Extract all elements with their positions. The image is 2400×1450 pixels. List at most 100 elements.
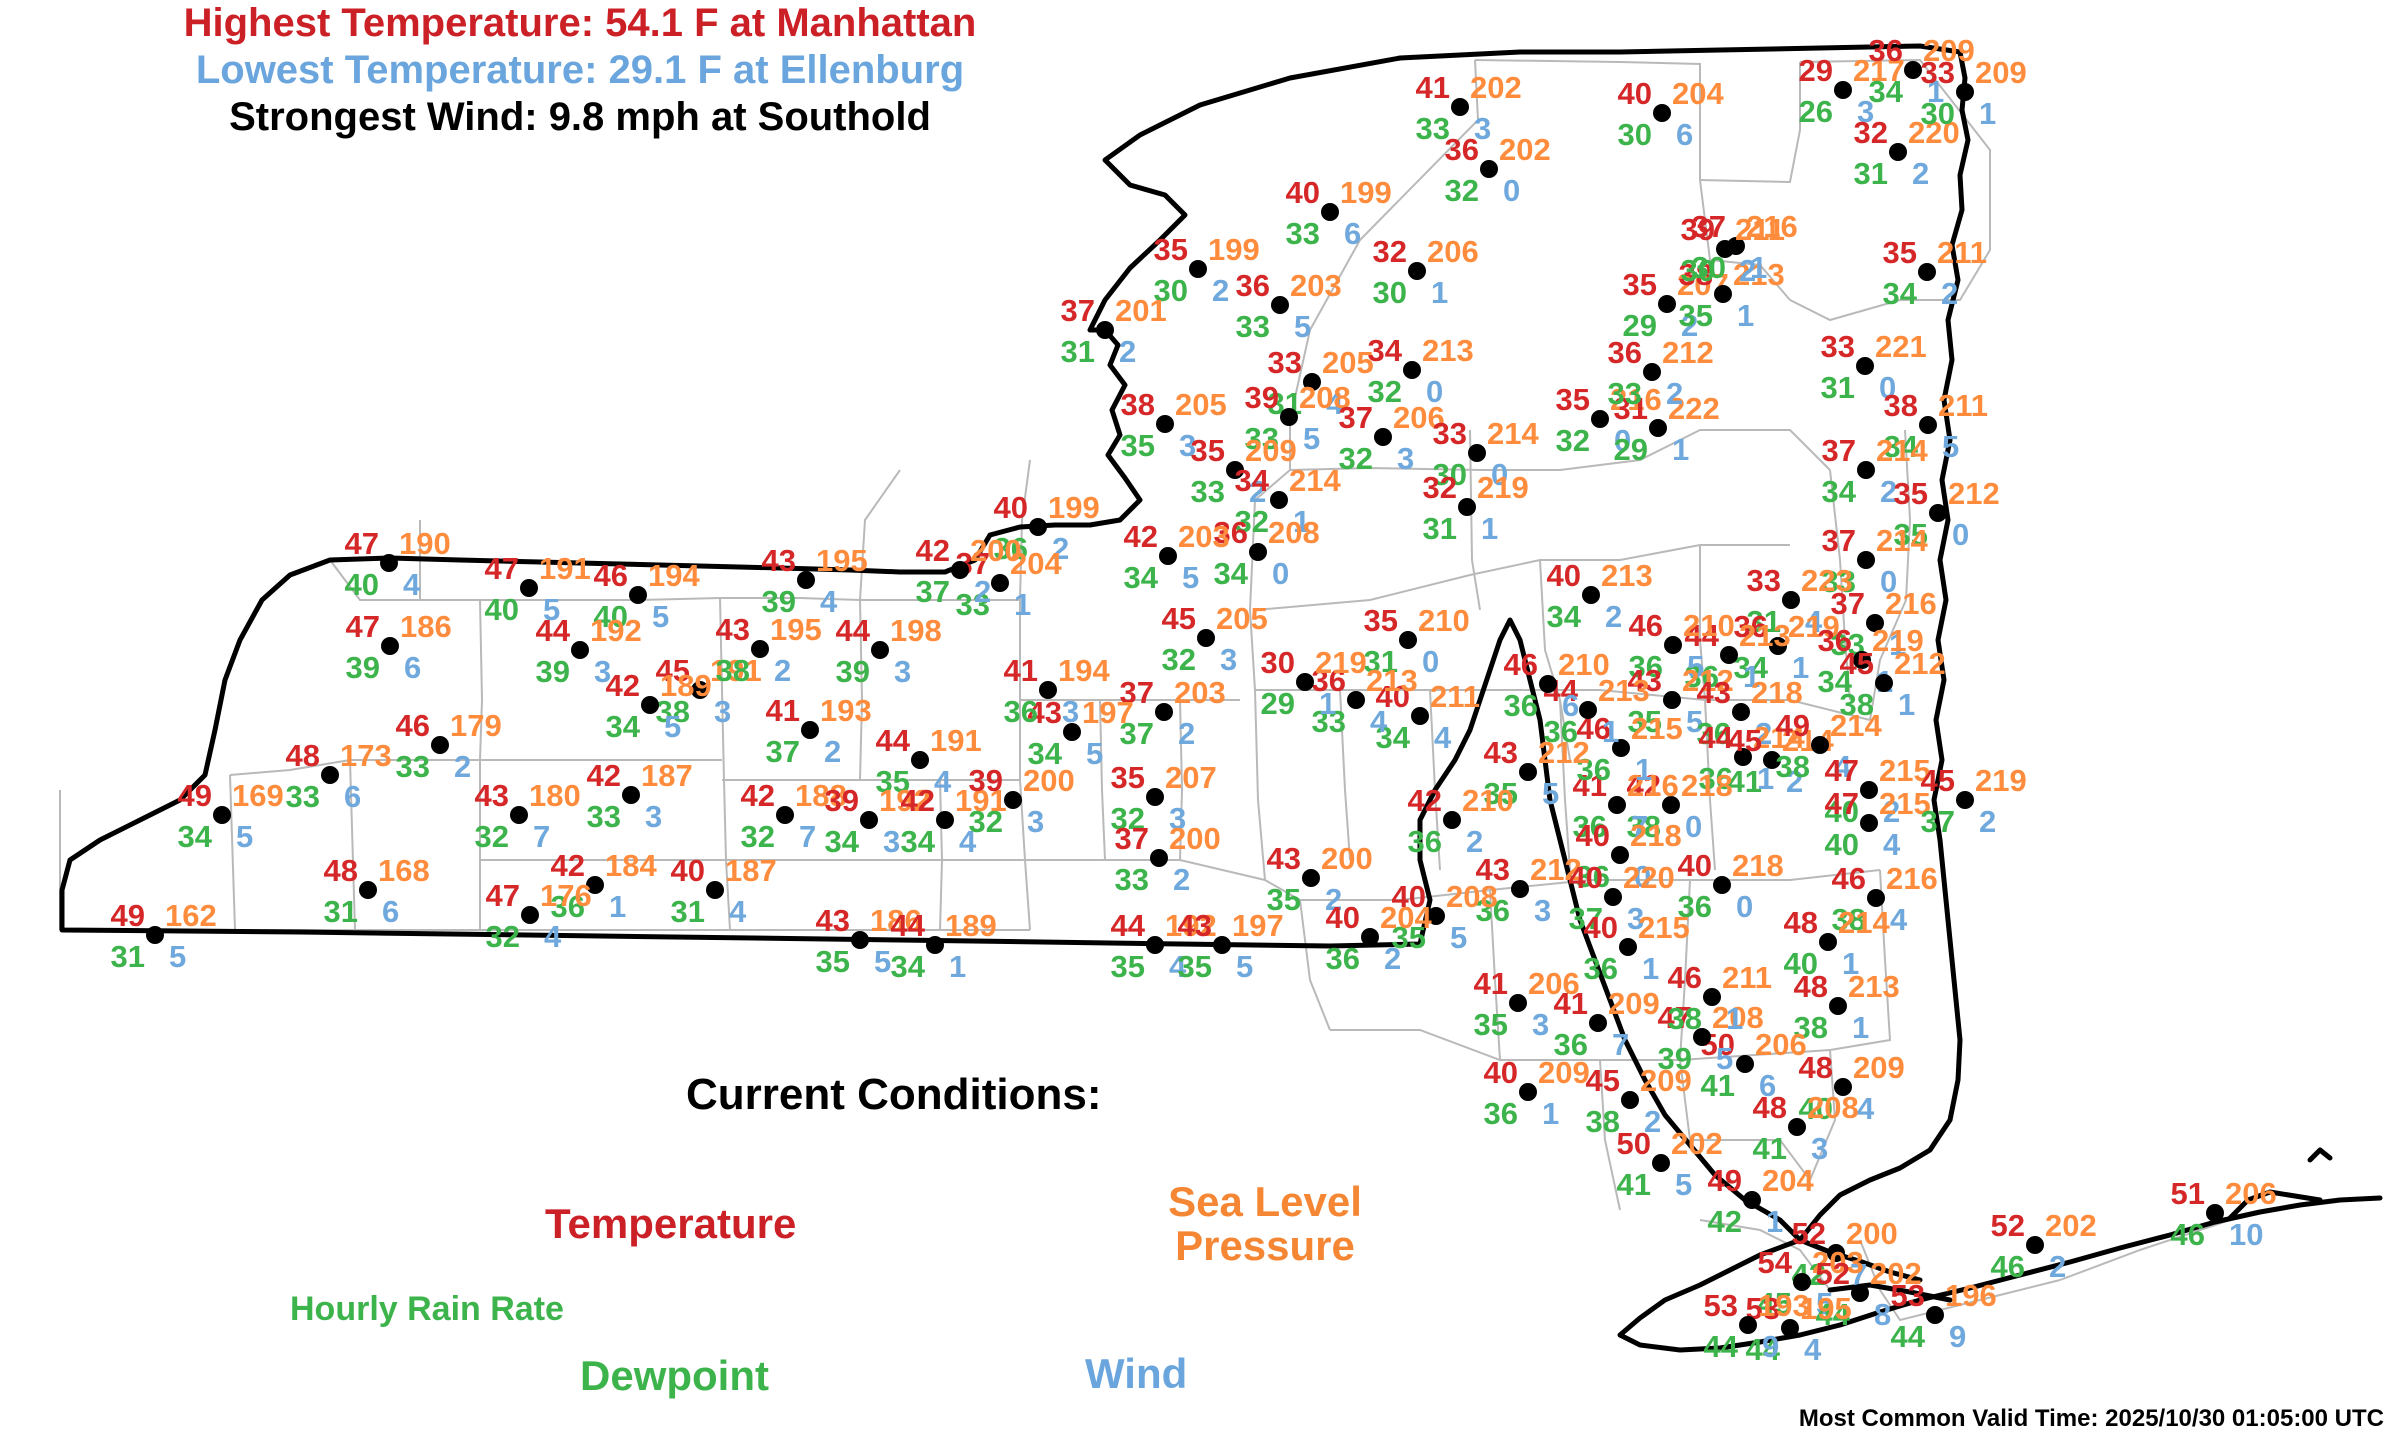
station-dot-icon	[1736, 1055, 1754, 1073]
station-dewpoint: 34	[1027, 736, 1062, 771]
station-pressure: 208	[1712, 1000, 1764, 1035]
station-temperature: 34	[1367, 333, 1402, 368]
station-dewpoint: 33	[1190, 474, 1225, 509]
station-wind: 3	[1534, 893, 1552, 928]
station-temperature: 40	[1575, 818, 1610, 853]
station-temperature: 47	[345, 609, 380, 644]
legend-temperature-label: Temperature	[545, 1200, 797, 1247]
station-wind: 2	[824, 734, 842, 769]
station-dewpoint: 38	[715, 653, 750, 688]
station-wind: 5	[874, 944, 892, 979]
station-dewpoint: 44	[1703, 1329, 1738, 1364]
station-wind: 2	[1941, 276, 1959, 311]
station-temperature: 43	[1627, 663, 1662, 698]
station-dot-icon	[1782, 591, 1800, 609]
station-dewpoint: 33	[395, 749, 430, 784]
station-temperature: 47	[485, 878, 520, 913]
station-pressure: 213	[1366, 663, 1418, 698]
station-pressure: 195	[816, 543, 868, 578]
station-dewpoint: 30	[1680, 253, 1715, 288]
station-temperature: 47	[344, 526, 379, 561]
station-pressure: 206	[1427, 234, 1479, 269]
station-dewpoint: 35	[875, 764, 910, 799]
legend-title: Current Conditions:	[686, 1070, 1102, 1119]
station-temperature: 53	[1703, 1288, 1738, 1323]
station-wind: 2	[2049, 1249, 2067, 1284]
station-pressure: 176	[540, 878, 592, 913]
station-temperature: 44	[535, 613, 570, 648]
station-temperature: 54	[1757, 1245, 1792, 1280]
station-wind: 1	[949, 949, 967, 984]
station-pressure: 208	[1446, 879, 1498, 914]
station-wind: 2	[454, 749, 472, 784]
station-dot-icon	[1156, 415, 1174, 433]
station-pressure: 210	[1558, 647, 1610, 682]
station-dot-icon	[1918, 263, 1936, 281]
station-dot-icon	[1662, 796, 1680, 814]
station-temperature: 39	[1680, 212, 1715, 247]
station-dot-icon	[521, 906, 539, 924]
station-temperature: 40	[1375, 679, 1410, 714]
station-dewpoint: 46	[2170, 1217, 2205, 1252]
station-pressure: 199	[1208, 232, 1260, 267]
station-pressure: 202	[1470, 70, 1522, 105]
station-dewpoint: 46	[1990, 1249, 2025, 1284]
station-temperature: 32	[1853, 115, 1888, 150]
station-temperature: 37	[1691, 209, 1726, 244]
legend-slp-line2: Pressure	[1175, 1222, 1355, 1270]
station-pressure: 211	[1722, 960, 1773, 995]
station-pressure: 202	[1499, 132, 1551, 167]
station-dot-icon	[380, 554, 398, 572]
station-wind: 1	[1014, 587, 1032, 622]
station-dewpoint: 40	[344, 567, 379, 602]
station-pressure: 209	[1538, 1055, 1590, 1090]
station-pressure: 211	[1937, 235, 1988, 270]
station-temperature: 47	[484, 551, 519, 586]
station-pressure: 192	[1165, 908, 1217, 943]
station-temperature: 36	[1868, 33, 1903, 68]
station-wind: 2	[1739, 253, 1757, 288]
station-temperature: 41	[1553, 986, 1588, 1021]
station-pressure: 194	[648, 558, 700, 593]
valid-time-stamp: Most Common Valid Time: 2025/10/30 01:05…	[1798, 1405, 2384, 1432]
station-wind: 4	[1804, 1332, 1822, 1367]
station-wind: 2	[1880, 474, 1898, 509]
station-dewpoint: 45	[1757, 1286, 1792, 1321]
station-wind: 7	[1631, 809, 1649, 844]
station-pressure: 173	[340, 738, 392, 773]
station-dewpoint: 36	[993, 531, 1028, 566]
station-dewpoint: 30	[1372, 275, 1407, 310]
station-wind: 1	[1431, 275, 1449, 310]
station-temperature: 42	[1123, 519, 1158, 554]
station-pressure: 214	[1838, 905, 1890, 940]
station-pressure: 205	[1216, 601, 1268, 636]
station-temperature: 46	[593, 558, 628, 593]
station-temperature: 46	[1576, 711, 1611, 746]
station-wind: 3	[883, 824, 901, 859]
station-dewpoint: 34	[177, 819, 212, 854]
legend-hourly-rain-rate-label: Hourly Rain Rate	[290, 1290, 564, 1328]
station-dot-icon	[1889, 143, 1907, 161]
station-wind: 5	[1294, 309, 1312, 344]
station-dot-icon	[1781, 1319, 1799, 1337]
station-dewpoint: 39	[535, 654, 570, 689]
station-pressure: 197	[1232, 908, 1284, 943]
station-dot-icon	[1643, 363, 1661, 381]
station-wind: 4	[1169, 949, 1187, 984]
station-dewpoint: 38	[655, 694, 690, 729]
station-dewpoint: 34	[1883, 429, 1918, 464]
station-dot-icon	[1743, 1191, 1761, 1209]
station-dewpoint: 38	[1626, 809, 1661, 844]
station-dewpoint: 33	[1311, 704, 1346, 739]
station-temperature: 35	[1190, 433, 1225, 468]
station-temperature: 35	[1555, 382, 1590, 417]
station-wind: 2	[1052, 531, 1070, 566]
station-wind: 3	[1179, 428, 1197, 463]
station-dot-icon	[146, 926, 164, 944]
station-wind: 2	[1883, 794, 1901, 829]
station-wind: 3	[1062, 694, 1080, 729]
station-dewpoint: 34	[1213, 556, 1248, 591]
station-pressure: 200	[1023, 763, 1075, 798]
station-pressure: 209	[1923, 33, 1975, 68]
